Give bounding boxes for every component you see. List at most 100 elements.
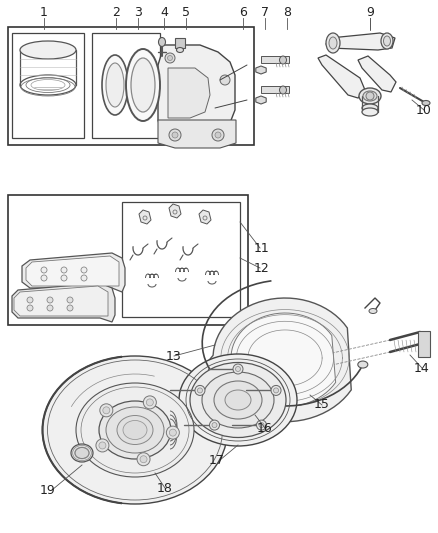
Text: 1: 1 [40,6,48,20]
Circle shape [195,385,205,395]
Circle shape [167,55,173,61]
Ellipse shape [279,56,286,64]
Circle shape [137,453,150,466]
Circle shape [166,426,179,439]
Polygon shape [26,256,119,286]
Ellipse shape [384,36,391,46]
Ellipse shape [71,444,93,462]
Bar [418,331,430,357]
Circle shape [271,385,281,395]
Circle shape [146,399,153,406]
Ellipse shape [123,421,147,440]
Bar [92,33,160,138]
Ellipse shape [190,362,286,438]
Ellipse shape [214,381,262,419]
Polygon shape [158,45,235,142]
Text: 2: 2 [112,6,120,20]
Ellipse shape [99,401,171,459]
Circle shape [140,456,147,463]
Bar [8,27,254,145]
Circle shape [103,407,110,414]
Ellipse shape [359,88,381,104]
Polygon shape [226,313,336,407]
Text: 10: 10 [416,103,432,117]
Text: 8: 8 [283,6,291,20]
Ellipse shape [106,63,124,107]
Ellipse shape [159,37,166,46]
Ellipse shape [117,416,153,445]
Ellipse shape [422,101,430,106]
Polygon shape [12,283,115,322]
Circle shape [27,297,33,303]
Bar [122,202,240,317]
Circle shape [27,305,33,311]
Polygon shape [158,120,236,148]
Bar [12,33,84,138]
Polygon shape [168,68,210,118]
Polygon shape [326,33,395,50]
Text: 4: 4 [160,6,168,20]
Circle shape [96,439,109,452]
Circle shape [100,404,113,417]
Text: 6: 6 [239,6,247,20]
Ellipse shape [358,361,368,368]
Circle shape [212,423,217,427]
Circle shape [47,297,53,303]
Polygon shape [22,253,125,292]
Circle shape [67,297,73,303]
Bar [175,38,185,48]
Circle shape [61,267,67,273]
Circle shape [215,132,221,138]
Circle shape [209,420,219,430]
Ellipse shape [363,91,377,101]
Text: 13: 13 [166,350,182,362]
Text: 9: 9 [366,6,374,20]
Polygon shape [169,204,181,218]
Ellipse shape [369,309,377,313]
Ellipse shape [126,49,160,121]
Ellipse shape [279,86,286,94]
Polygon shape [318,55,365,98]
Text: 18: 18 [157,481,173,495]
Polygon shape [208,298,351,422]
Text: 3: 3 [134,6,142,20]
Ellipse shape [329,37,337,49]
Polygon shape [199,210,211,224]
Polygon shape [358,56,396,92]
Circle shape [170,429,177,436]
Ellipse shape [75,448,89,458]
Polygon shape [256,66,266,74]
Ellipse shape [362,108,378,116]
Circle shape [236,367,240,372]
Circle shape [81,275,87,281]
Text: 14: 14 [414,361,430,375]
Ellipse shape [177,47,184,52]
Circle shape [233,364,243,374]
Circle shape [257,420,266,430]
Circle shape [61,275,67,281]
Text: 16: 16 [257,422,273,434]
Circle shape [198,388,202,393]
Ellipse shape [102,55,128,115]
Circle shape [99,442,106,449]
Polygon shape [14,286,108,316]
Text: 7: 7 [261,6,269,20]
Ellipse shape [42,356,227,504]
Circle shape [366,92,374,100]
Polygon shape [139,210,151,224]
Ellipse shape [225,390,251,410]
Ellipse shape [179,354,297,446]
Text: 11: 11 [254,241,270,254]
Circle shape [259,423,264,427]
Ellipse shape [381,33,393,49]
Text: 17: 17 [209,454,225,466]
Circle shape [172,132,178,138]
Ellipse shape [76,383,194,477]
Circle shape [47,305,53,311]
Text: 12: 12 [254,262,270,274]
Circle shape [41,275,47,281]
Ellipse shape [20,41,76,59]
Circle shape [143,396,156,409]
Circle shape [220,75,230,85]
Ellipse shape [362,104,378,112]
